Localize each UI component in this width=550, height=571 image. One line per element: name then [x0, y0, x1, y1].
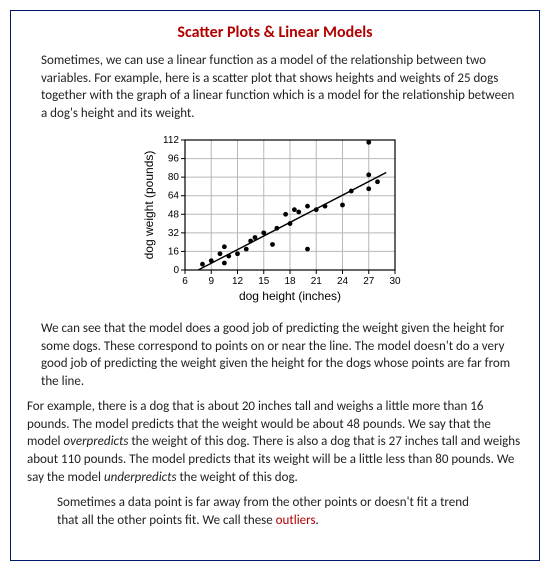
- svg-text:15: 15: [258, 276, 270, 287]
- para4-text-a: Sometimes a data point is far away from …: [57, 495, 469, 528]
- svg-text:64: 64: [168, 191, 180, 202]
- chart-container: 6 9 12 15 18 21 24 27 30 0 16 32 48 64 80 96 112 dog heig…: [27, 130, 523, 310]
- overpredicts-term: overpredicts: [63, 434, 128, 449]
- svg-text:16: 16: [168, 247, 180, 258]
- outliers-term: outliers: [276, 513, 316, 528]
- svg-text:80: 80: [168, 172, 180, 183]
- svg-text:96: 96: [168, 154, 180, 165]
- document-body: Scatter Plots & Linear Models Sometimes,…: [10, 10, 540, 561]
- intro-paragraph: Sometimes, we can use a linear function …: [41, 52, 517, 122]
- svg-text:9: 9: [208, 276, 214, 287]
- outliers-paragraph: Sometimes a data point is far away from …: [57, 494, 493, 529]
- model-fit-paragraph: We can see that the model does a good jo…: [41, 320, 517, 390]
- svg-text:dog weight (pounds): dog weight (pounds): [142, 151, 156, 260]
- scatter-svg: 6 9 12 15 18 21 24 27 30 0 16 32 48 64 80 96 112 dog heig…: [135, 130, 415, 305]
- document-frame: Scatter Plots & Linear Models Sometimes,…: [0, 0, 550, 571]
- svg-text:12: 12: [232, 276, 244, 287]
- underpredicts-term: underpredicts: [104, 470, 177, 485]
- svg-text:48: 48: [168, 209, 180, 220]
- para4-text-b: .: [316, 513, 319, 528]
- svg-text:18: 18: [284, 276, 296, 287]
- svg-text:32: 32: [168, 228, 180, 239]
- scatter-chart: 6 9 12 15 18 21 24 27 30 0 16 32 48 64 80 96 112 dog heig…: [135, 130, 415, 310]
- svg-text:112: 112: [163, 135, 179, 146]
- svg-text:27: 27: [363, 276, 375, 287]
- para3-text-c: the weight of this dog.: [177, 470, 298, 485]
- svg-text:dog height (inches): dog height (inches): [239, 289, 341, 303]
- over-under-paragraph: For example, there is a dog that is abou…: [27, 398, 523, 486]
- svg-text:24: 24: [337, 276, 349, 287]
- svg-text:0: 0: [173, 265, 179, 276]
- svg-text:6: 6: [182, 276, 188, 287]
- page-title: Scatter Plots & Linear Models: [27, 23, 523, 42]
- svg-text:21: 21: [311, 276, 323, 287]
- svg-text:30: 30: [389, 276, 401, 287]
